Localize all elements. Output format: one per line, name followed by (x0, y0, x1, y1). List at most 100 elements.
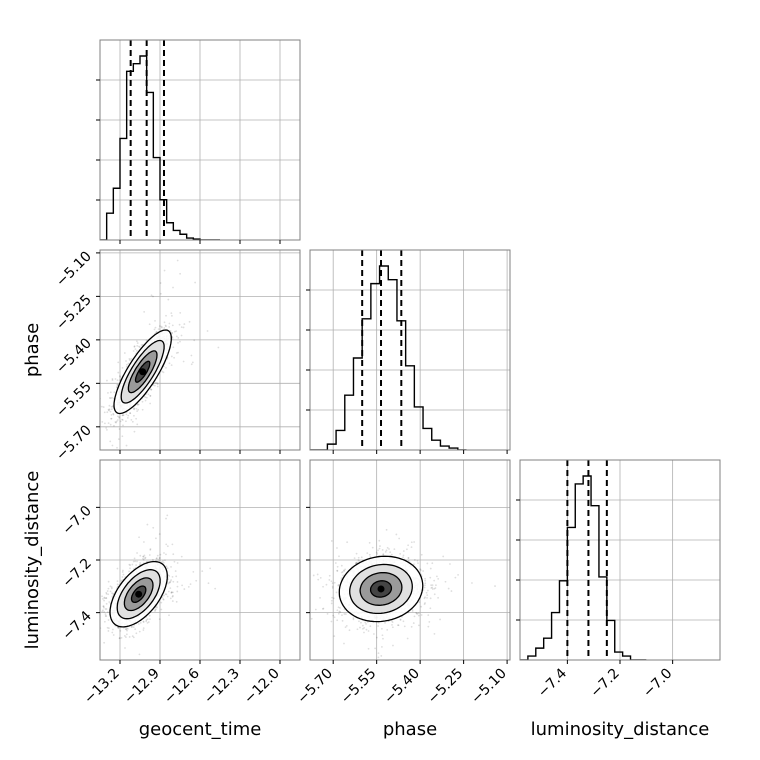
sample-point (177, 341, 179, 344)
sample-point (130, 358, 133, 360)
sample-point (429, 576, 432, 579)
sample-point (355, 562, 357, 565)
x-tick-label: −7.0 (640, 666, 675, 701)
sample-point (330, 580, 333, 583)
sample-point (195, 579, 198, 582)
sample-point (90, 597, 92, 599)
sample-point (368, 553, 371, 556)
sample-point (424, 596, 426, 599)
sample-point (413, 541, 416, 543)
sample-point (153, 384, 156, 387)
sample-point (376, 552, 379, 555)
sample-point (93, 447, 95, 449)
sample-point (121, 418, 123, 421)
sample-point (168, 362, 171, 365)
sample-point (139, 621, 142, 624)
sample-point (104, 608, 107, 610)
sample-point (325, 583, 328, 586)
sample-point (172, 580, 175, 583)
sample-point (340, 564, 343, 567)
sample-point (105, 597, 108, 600)
panel-geocent_time-vs-luminosity_distance: −13.2−12.9−12.6−12.3−12.0 −7.4 −7.2 −7.0 (59, 459, 301, 708)
x-tick-label: −13.2 (81, 666, 123, 708)
sample-point (159, 557, 161, 559)
sample-point (135, 407, 138, 410)
sample-point (169, 587, 172, 590)
sample-point (91, 602, 93, 604)
sample-point (156, 383, 159, 386)
sample-point (95, 400, 97, 402)
sample-point (97, 631, 99, 633)
sample-point (136, 410, 139, 413)
sample-point (125, 628, 128, 631)
sample-point (331, 582, 334, 585)
sample-point (188, 320, 191, 323)
sample-point (158, 618, 161, 621)
sample-point (176, 562, 179, 564)
sample-point (144, 557, 146, 560)
sample-point (108, 404, 111, 407)
sample-point (136, 403, 139, 406)
sample-point (418, 601, 421, 604)
sample-point (149, 548, 152, 551)
sample-point (170, 591, 173, 594)
sample-point (109, 590, 112, 593)
sample-point (105, 615, 108, 618)
sample-point (435, 584, 437, 587)
sample-point (310, 617, 313, 620)
sample-point (117, 627, 120, 629)
sample-point (122, 424, 124, 427)
sample-point (377, 656, 380, 659)
sample-point (424, 584, 426, 587)
sample-point (147, 393, 150, 396)
mode-marker (139, 368, 147, 376)
sample-point (164, 593, 167, 596)
sample-point (113, 424, 115, 427)
sample-point (368, 541, 371, 544)
sample-point (161, 561, 163, 563)
sample-point (149, 394, 152, 397)
sample-point (144, 556, 147, 559)
sample-point (132, 350, 135, 352)
x-tick-label: −5.55 (338, 666, 380, 708)
sample-point (171, 600, 174, 602)
sample-point (373, 633, 375, 635)
sample-point (125, 420, 127, 423)
sample-point (172, 346, 175, 349)
sample-point (427, 625, 430, 628)
sample-point (366, 621, 369, 623)
sample-point (391, 626, 394, 629)
sample-point (378, 539, 381, 542)
sample-point (399, 618, 402, 621)
sample-point (338, 555, 340, 558)
sample-point (316, 573, 319, 576)
sample-point (103, 620, 106, 623)
x-tick-label: −12.3 (201, 666, 243, 708)
sample-point (108, 397, 111, 399)
sample-point (420, 605, 423, 608)
sample-point (141, 400, 144, 403)
sample-point (173, 560, 176, 563)
sample-point (112, 593, 115, 595)
sample-point (355, 552, 358, 555)
sample-point (117, 626, 119, 629)
sample-point (148, 554, 151, 556)
sample-point (150, 294, 153, 297)
sample-point (494, 585, 496, 587)
sample-point (410, 625, 413, 628)
sample-point (336, 570, 339, 572)
sample-point (353, 557, 356, 559)
sample-point (110, 417, 113, 420)
sample-point (167, 582, 169, 585)
sample-point (129, 567, 131, 570)
sample-point (158, 325, 161, 327)
sample-point (138, 630, 141, 633)
sample-point (206, 330, 209, 332)
sample-point (166, 514, 169, 517)
sample-point (129, 412, 132, 415)
sample-point (162, 561, 165, 564)
sample-point (141, 452, 143, 454)
sample-point (410, 546, 413, 548)
sample-point (121, 414, 124, 417)
sample-point (333, 635, 336, 638)
